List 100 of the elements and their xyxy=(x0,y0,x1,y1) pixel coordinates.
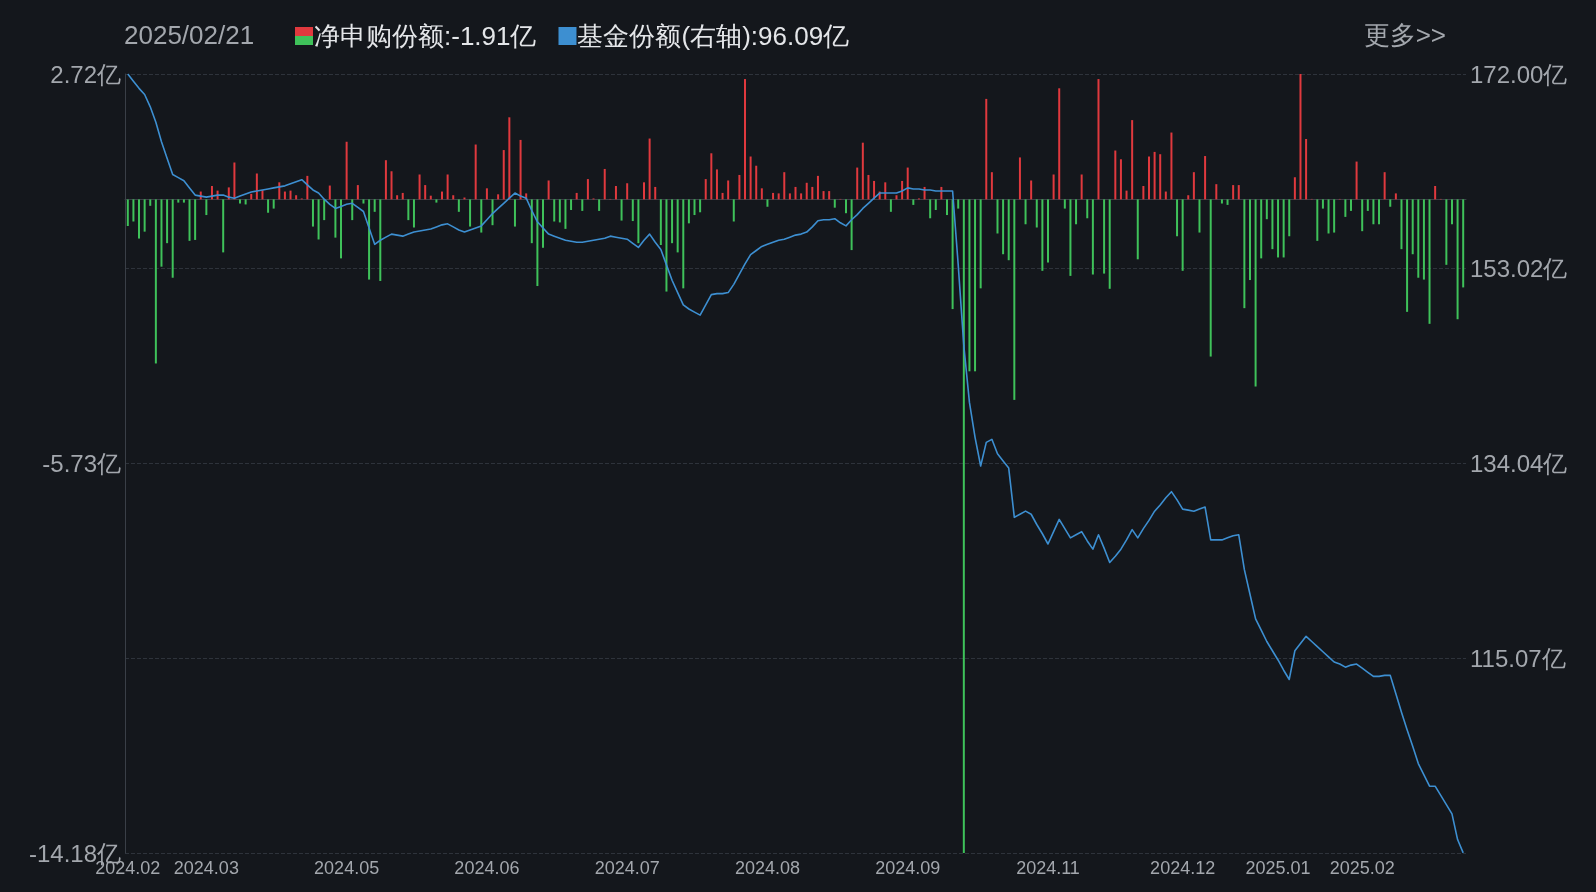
bar xyxy=(575,192,578,200)
bar xyxy=(1293,177,1296,200)
bar xyxy=(340,199,343,259)
bar xyxy=(345,141,348,200)
bar xyxy=(1220,199,1223,204)
x-tick-label: 2024.11 xyxy=(1016,858,1080,878)
bar xyxy=(1215,184,1218,200)
bar xyxy=(508,117,511,200)
bar xyxy=(1170,132,1173,200)
bar xyxy=(233,162,236,200)
bar xyxy=(334,199,337,238)
bar xyxy=(1456,199,1459,320)
bar xyxy=(412,199,415,228)
bar xyxy=(1445,199,1448,265)
bar xyxy=(1422,199,1425,280)
bar xyxy=(401,192,404,200)
bar xyxy=(1434,186,1437,200)
bar xyxy=(1226,199,1229,205)
bar xyxy=(945,199,948,216)
bar xyxy=(570,199,573,210)
bar xyxy=(772,192,775,200)
bar xyxy=(962,199,965,853)
bar xyxy=(822,191,825,200)
bar xyxy=(267,199,270,213)
bar xyxy=(177,199,180,203)
bar xyxy=(687,199,690,224)
bar xyxy=(1097,79,1100,200)
bar xyxy=(1277,199,1280,258)
bar xyxy=(581,199,584,211)
bar xyxy=(912,199,915,205)
bar xyxy=(1282,199,1285,258)
bar xyxy=(452,195,455,200)
bar xyxy=(788,193,791,200)
bar xyxy=(1209,199,1212,357)
bar xyxy=(1153,151,1156,200)
bar xyxy=(160,199,163,267)
bar xyxy=(985,98,988,200)
bar xyxy=(311,199,314,227)
bar xyxy=(542,199,545,248)
bar xyxy=(1091,199,1094,275)
bar xyxy=(957,199,960,209)
bar xyxy=(1108,199,1111,289)
y2-tick-label: 115.07亿 xyxy=(1470,644,1566,672)
bar xyxy=(1069,199,1072,276)
bar xyxy=(474,144,477,200)
bar xyxy=(1462,199,1465,288)
bar xyxy=(867,174,870,200)
bar xyxy=(732,199,735,222)
bar xyxy=(126,199,129,227)
bar xyxy=(457,199,460,212)
bar xyxy=(1389,199,1392,207)
bar xyxy=(553,199,556,222)
bar xyxy=(845,199,847,214)
legend-label: 基金份额(右轴):96.09亿 xyxy=(577,21,850,51)
bar xyxy=(188,199,191,241)
bar xyxy=(1305,138,1308,200)
bar xyxy=(1046,199,1049,263)
bar xyxy=(800,193,803,200)
bar xyxy=(603,168,606,200)
bar xyxy=(631,199,634,222)
bar xyxy=(547,180,550,200)
bar xyxy=(1288,199,1291,237)
bar xyxy=(491,199,494,226)
bar xyxy=(1366,199,1369,211)
bar xyxy=(1198,199,1201,233)
bar xyxy=(250,193,253,200)
x-tick-label: 2024.05 xyxy=(314,858,380,878)
bar xyxy=(1411,199,1414,255)
bar xyxy=(1378,199,1381,225)
bar xyxy=(154,199,157,364)
bar xyxy=(850,199,853,251)
bar xyxy=(704,179,707,200)
bar xyxy=(895,195,898,200)
y-tick-label: 2.72亿 xyxy=(50,60,121,88)
bar xyxy=(328,185,331,200)
bar xyxy=(418,174,421,200)
bar xyxy=(1316,199,1319,241)
bar xyxy=(699,199,702,213)
bar xyxy=(513,199,516,227)
bar xyxy=(1383,172,1386,200)
y-tick-label: -5.73亿 xyxy=(42,450,121,477)
bar xyxy=(727,180,730,200)
legend-label: 净申购份额:-1.91亿 xyxy=(314,21,537,51)
bar xyxy=(1450,199,1453,225)
bar xyxy=(244,199,247,205)
bar xyxy=(149,199,152,206)
bar xyxy=(665,199,668,292)
bar xyxy=(1013,199,1016,400)
x-tick-label: 2025.01 xyxy=(1245,858,1311,878)
bar xyxy=(1232,185,1235,200)
bar xyxy=(816,175,819,200)
x-tick-label: 2024.12 xyxy=(1150,858,1216,878)
bar xyxy=(323,199,326,221)
bar xyxy=(1428,199,1431,324)
bar xyxy=(138,199,141,239)
bar xyxy=(951,199,954,310)
bar xyxy=(1187,195,1190,200)
bar xyxy=(637,199,640,244)
bar xyxy=(1024,199,1027,225)
bar xyxy=(368,199,371,280)
